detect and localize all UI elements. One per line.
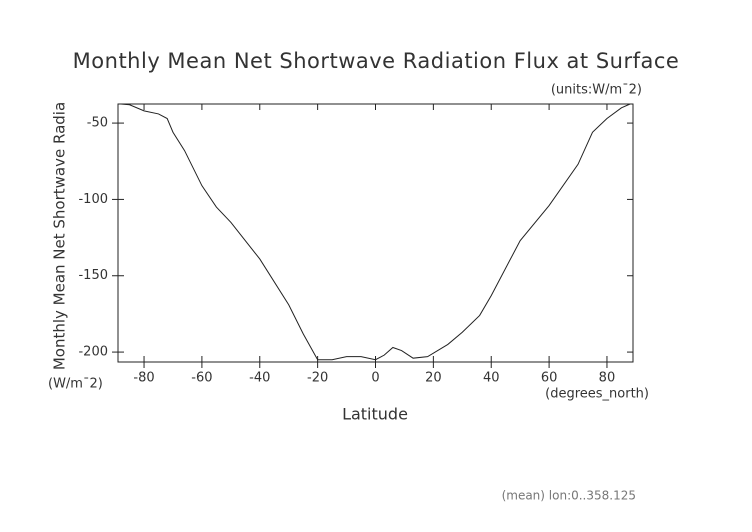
x-tick-label: 80 (599, 371, 616, 386)
x-tick-label: -80 (133, 371, 154, 386)
footnote: (mean) lon:0..358.125 (502, 489, 636, 503)
y-tick-label: -100 (78, 192, 108, 207)
y-axis-label: Monthly Mean Net Shortwave Radia (51, 102, 69, 370)
y-tick-label: -50 (87, 116, 108, 131)
y-tick-label: -200 (78, 345, 108, 360)
x-tick-label: 60 (541, 371, 558, 386)
x-tick-label: 40 (483, 371, 500, 386)
units-label: (units:W/m¯2) (551, 83, 642, 98)
plot-frame (117, 103, 634, 363)
y-tick-label: -150 (78, 268, 108, 283)
x-units-label: (degrees_north) (545, 387, 649, 402)
x-axis-label: Latitude (342, 405, 408, 424)
x-tick-label: -20 (307, 371, 328, 386)
x-tick-label: -40 (249, 371, 270, 386)
x-tick-label: 0 (371, 371, 379, 386)
x-tick-label: -60 (191, 371, 212, 386)
data-line (120, 103, 631, 361)
y-units-label: (W/m¯2) (48, 377, 103, 392)
x-tick-label: 20 (425, 371, 442, 386)
chart-title: Monthly Mean Net Shortwave Radiation Flu… (73, 49, 680, 73)
